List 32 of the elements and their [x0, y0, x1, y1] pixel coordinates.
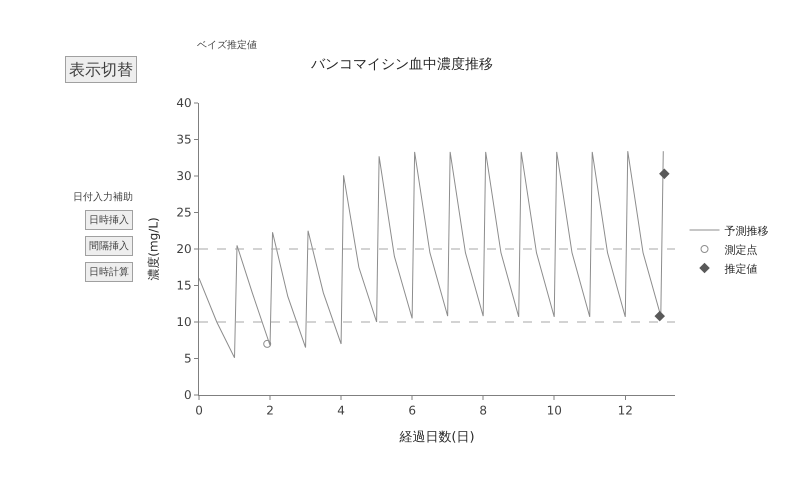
text: 日付入力補助 [73, 191, 133, 203]
text: 間隔挿入 [89, 240, 129, 252]
point [263, 340, 272, 348]
x-tick-label: 12 [618, 403, 633, 418]
point [654, 311, 665, 322]
x-axis-title: 経過日数(日) [398, 430, 475, 445]
y-tick-label: 35 [176, 132, 192, 147]
y-tick-label: 0 [184, 388, 192, 402]
text: 日時計算 [89, 266, 129, 278]
point [659, 168, 670, 179]
legend-label: 推定値 [724, 262, 758, 276]
x-tick-label: 10 [546, 403, 562, 418]
y-tick-label: 30 [176, 169, 192, 184]
y-tick-label: 10 [176, 315, 192, 330]
y-tick-label: 25 [176, 206, 192, 220]
x-tick-label: 2 [266, 403, 274, 418]
text: 日時挿入 [89, 214, 129, 226]
y-tick-label: 40 [176, 96, 192, 110]
y-axis-title: 濃度(mg/L) [146, 217, 161, 281]
text: 表示切替 [69, 60, 133, 79]
y-tick-label: 15 [176, 278, 192, 293]
x-tick-label: 4 [337, 403, 345, 418]
x-tick-label: 0 [195, 403, 203, 418]
line-series [199, 150, 664, 358]
legend-label: 予測推移 [724, 224, 769, 238]
text: ベイズ推定値 [197, 39, 257, 51]
legend-label: 測定点 [724, 243, 758, 256]
chart-title: バンコマイシン血中濃度推移 [310, 56, 493, 72]
y-tick-label: 5 [184, 352, 192, 366]
x-tick-label: 8 [479, 403, 487, 418]
x-tick-label: 6 [408, 403, 416, 418]
y-tick-label: 20 [176, 242, 192, 256]
